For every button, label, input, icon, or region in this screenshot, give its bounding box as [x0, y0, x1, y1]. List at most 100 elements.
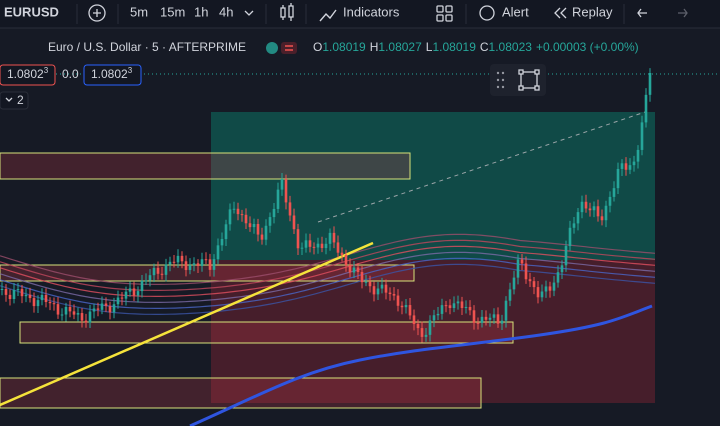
candle-body	[440, 305, 444, 314]
buy-price: 1.08023	[91, 66, 133, 81]
candle-body	[328, 232, 332, 244]
interval-4h[interactable]: 4h	[219, 4, 233, 19]
candle-body	[644, 94, 648, 123]
alert-icon	[479, 5, 495, 21]
candle-body	[116, 297, 120, 305]
chart-type-button[interactable]	[280, 3, 294, 21]
candle-body	[620, 163, 624, 169]
candle-body	[164, 264, 168, 275]
candle-body	[128, 288, 132, 292]
candle-body	[156, 267, 160, 274]
redo-button[interactable]	[678, 8, 688, 18]
candle-body	[468, 306, 472, 311]
candle-body	[172, 261, 176, 263]
ohlc-value: 1.08019	[432, 40, 476, 54]
candle-body	[400, 305, 404, 308]
candle-body	[304, 240, 308, 248]
indicators-button[interactable]: Indicators	[343, 4, 400, 19]
market-status	[266, 42, 278, 54]
chevron-icon	[5, 97, 13, 102]
candle-body	[464, 306, 468, 309]
candle-body	[524, 263, 528, 280]
candle-body	[232, 208, 236, 210]
candle-body	[444, 305, 448, 307]
candle-body	[176, 255, 180, 263]
symbol[interactable]: EURUSD	[4, 4, 59, 19]
candle-body	[536, 287, 540, 298]
candle-body	[300, 247, 304, 249]
candle-body	[240, 214, 244, 216]
candle-body	[404, 305, 408, 308]
replay-icon	[554, 7, 567, 19]
candle-body	[272, 208, 276, 218]
candle-body	[380, 284, 384, 289]
candle-body	[12, 289, 16, 300]
interval-15m[interactable]: 15m	[160, 4, 185, 19]
loss-zone	[211, 260, 655, 403]
candle-body	[224, 224, 228, 240]
candle-body	[20, 289, 24, 297]
sell-button[interactable]	[0, 64, 56, 86]
candle-body	[352, 267, 356, 273]
intervals-dropdown[interactable]	[244, 10, 254, 16]
candle-body	[168, 261, 172, 265]
candle-body	[632, 161, 636, 166]
candle-body	[296, 229, 300, 249]
replay-button[interactable]: Replay	[572, 4, 613, 19]
candle-body	[260, 234, 264, 240]
indicators-collapse[interactable]	[0, 91, 29, 110]
candle-body	[608, 196, 612, 206]
candle-body	[100, 303, 104, 310]
interval-1h[interactable]: 1h	[194, 4, 208, 19]
moving-average-long	[189, 304, 653, 426]
candle-body	[312, 246, 316, 248]
candle-body	[136, 291, 140, 296]
zone-box	[0, 152, 411, 180]
undo-button[interactable]	[637, 8, 647, 18]
candle-body	[344, 254, 348, 266]
candle-body	[36, 300, 40, 307]
candle-body	[120, 297, 124, 299]
candle-body	[132, 288, 136, 296]
add-symbol-button[interactable]	[88, 4, 106, 22]
moving-average-ribbon	[0, 233, 656, 285]
candle-body	[108, 305, 112, 313]
candle-body	[516, 259, 520, 278]
eye-toggle[interactable]	[281, 42, 297, 54]
candle-body	[532, 281, 536, 288]
candle-body	[564, 246, 568, 266]
candle-body	[612, 188, 616, 197]
ohlc-value: 1.08019	[322, 40, 366, 54]
candle-body	[628, 165, 632, 170]
candle-body	[360, 272, 364, 283]
candle-body	[60, 314, 64, 316]
ohlc-key: H	[370, 40, 379, 54]
candle-body	[48, 302, 52, 304]
layouts-button[interactable]	[436, 5, 453, 22]
plus-icon	[93, 9, 101, 17]
candle-body	[580, 201, 584, 213]
candle-body	[636, 149, 640, 162]
candle-body	[0, 288, 4, 290]
candle-body	[364, 281, 368, 283]
candle-body	[584, 201, 588, 209]
candle-body	[112, 304, 116, 313]
rectangle-tool[interactable]	[518, 69, 540, 91]
candle-body	[616, 168, 620, 189]
eye-icon	[285, 45, 293, 51]
candle-body	[180, 255, 184, 262]
sell-price: 1.08023	[7, 66, 49, 81]
candle-body	[432, 315, 436, 321]
trend-line	[0, 241, 374, 407]
candle-body	[604, 205, 608, 221]
drag-handle[interactable]	[496, 71, 505, 89]
candle-body	[336, 242, 340, 253]
candle-body	[560, 265, 564, 273]
candle-body	[420, 328, 424, 337]
buy-button[interactable]	[83, 64, 142, 86]
alert-button[interactable]: Alert	[502, 4, 529, 19]
interval-5m[interactable]: 5m	[130, 4, 148, 19]
candle-body	[140, 280, 144, 292]
candle-body	[248, 223, 252, 228]
candle-body	[4, 288, 8, 295]
